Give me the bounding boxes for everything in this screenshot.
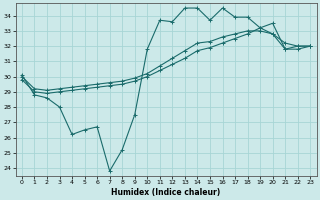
X-axis label: Humidex (Indice chaleur): Humidex (Indice chaleur): [111, 188, 221, 197]
